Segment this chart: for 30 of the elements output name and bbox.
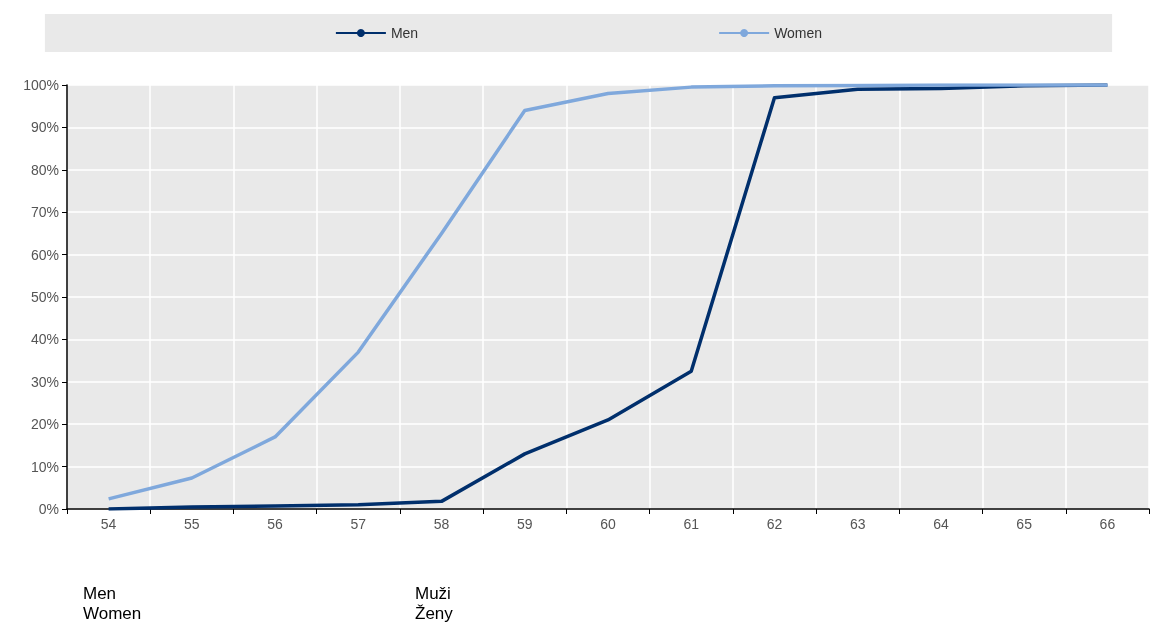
y-tick-label: 80% xyxy=(30,161,59,178)
x-tick-label: 56 xyxy=(267,516,284,532)
y-tick-label: 100% xyxy=(23,77,59,93)
x-tick-label: 55 xyxy=(184,516,200,532)
x-tick-label: 66 xyxy=(1099,516,1116,532)
y-tick-label: 30% xyxy=(30,373,59,390)
y-tick-label: 40% xyxy=(30,331,59,348)
y-tick-label: 0% xyxy=(38,501,59,517)
text: Muži xyxy=(415,584,451,603)
x-tick-label: 58 xyxy=(433,516,450,532)
y-tick-label: 50% xyxy=(30,289,59,305)
y-tick-label: 60% xyxy=(30,246,59,263)
x-tick-label: 60 xyxy=(600,516,616,532)
y-tick-label: 20% xyxy=(30,416,59,433)
x-tick-label: 62 xyxy=(766,516,783,532)
text: Ženy xyxy=(415,604,454,623)
x-tick-label: 65 xyxy=(1016,516,1033,532)
x-tick-label: 61 xyxy=(683,516,700,532)
y-tick-label: 10% xyxy=(30,458,59,475)
y-tick-label: 70% xyxy=(30,204,59,221)
x-tick-label: 57 xyxy=(350,516,367,532)
y-tick-label: 90% xyxy=(30,119,59,136)
x-tick-label: 63 xyxy=(849,516,866,532)
legend-label: Men xyxy=(390,25,419,41)
x-tick-label: 54 xyxy=(100,516,117,532)
x-tick-label: 59 xyxy=(516,516,533,532)
legend-label: Women xyxy=(774,25,823,41)
text: Women xyxy=(83,604,142,623)
x-tick-label: 64 xyxy=(933,516,949,532)
text: Men xyxy=(83,584,117,603)
